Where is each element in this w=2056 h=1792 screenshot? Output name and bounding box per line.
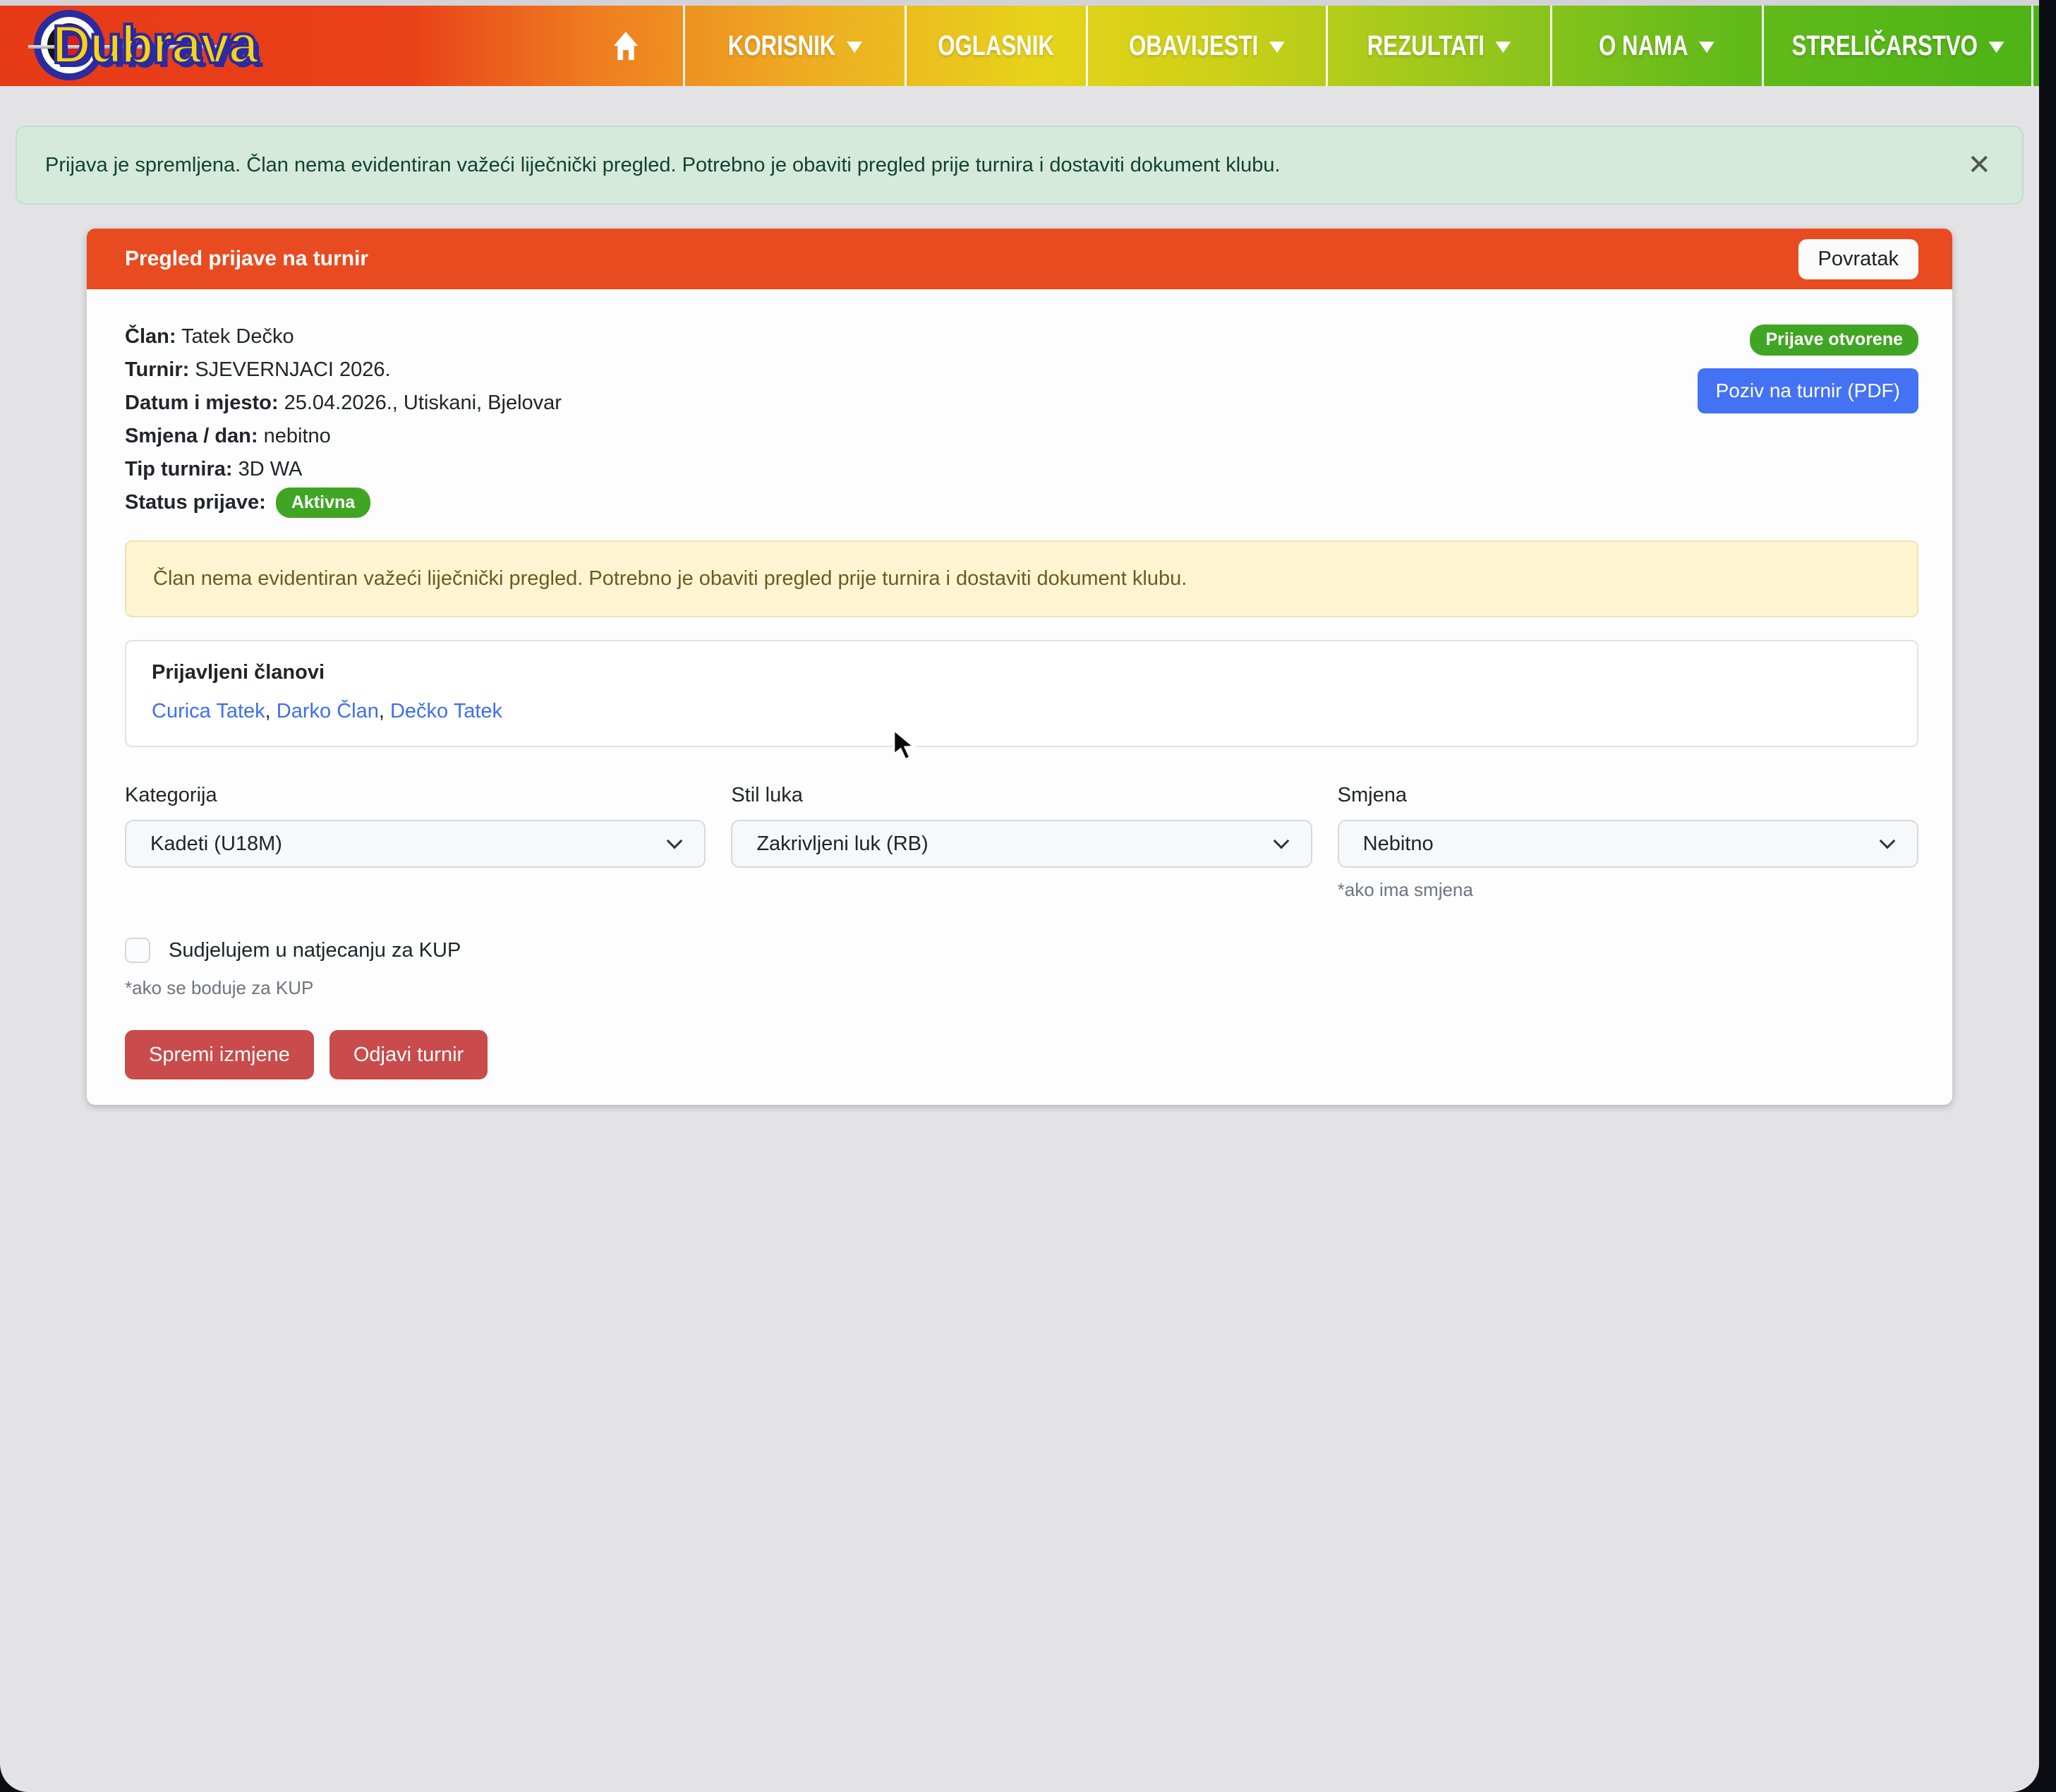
- chevron-down-icon: [1269, 42, 1285, 53]
- detail-type: Tip turnira: 3D WA: [125, 458, 303, 480]
- detail-status: Status prijave: Aktivna: [125, 486, 562, 519]
- alert-success: Prijava je spremljena. Član nema evident…: [16, 126, 2024, 205]
- registration-card: Pregled prijave na turnir Povratak Član:…: [87, 229, 1952, 1105]
- logo-area: Dubrava: [0, 6, 568, 86]
- tournament-pdf-button[interactable]: Poziv na turnir (PDF): [1697, 368, 1918, 413]
- home-icon: [613, 32, 638, 60]
- bow-style-label: Stil luka: [731, 784, 803, 806]
- card-body: Član: Tatek Dečko Turnir: SJEVERNJACI 20…: [87, 289, 1952, 1105]
- close-icon[interactable]: ✕: [1964, 151, 1994, 179]
- category-select[interactable]: Kadeti (U18M): [125, 820, 706, 868]
- member-link[interactable]: Curica Tatek: [152, 700, 265, 722]
- kup-checkbox[interactable]: [125, 938, 150, 963]
- chevron-down-icon: [1273, 833, 1289, 849]
- chevron-down-icon: [1699, 42, 1715, 53]
- card-header: Pregled prijave na turnir Povratak: [87, 229, 1952, 289]
- logo[interactable]: Dubrava: [11, 8, 260, 83]
- alert-text: Prijava je spremljena. Član nema evident…: [45, 153, 1281, 176]
- shift-hint: *ako ima smjena: [1337, 879, 1473, 900]
- chevron-down-icon: [1495, 42, 1511, 53]
- kup-checkbox-row[interactable]: Sudjelujem u natjecanju za KUP: [125, 938, 461, 963]
- nav-oglasnik[interactable]: OGLASNIK: [907, 6, 1088, 86]
- arrow-icon: [28, 41, 241, 52]
- chevron-down-icon: [1988, 42, 2004, 53]
- nav-o-nama[interactable]: O NAMA: [1552, 6, 1764, 86]
- registration-details: Član: Tatek Dečko Turnir: SJEVERNJACI 20…: [125, 320, 562, 519]
- page-title: Pregled prijave na turnir: [125, 247, 369, 270]
- bow-style-select[interactable]: Zakrivljeni luk (RB): [731, 820, 1312, 868]
- kup-hint: *ako se boduje za KUP: [125, 977, 314, 998]
- detail-member: Član: Tatek Dečko: [125, 325, 294, 348]
- unregister-button[interactable]: Odjavi turnir: [329, 1030, 488, 1079]
- nav-obavijesti[interactable]: OBAVIJESTI: [1088, 6, 1328, 86]
- shift-label: Smjena: [1337, 784, 1407, 806]
- chevron-down-icon: [1879, 833, 1896, 849]
- detail-tournament: Turnir: SJEVERNJACI 2026.: [125, 358, 391, 381]
- chevron-down-icon: [667, 833, 683, 849]
- chevron-down-icon: [846, 42, 862, 53]
- registered-members-title: Prijavljeni članovi: [152, 661, 325, 684]
- detail-shift-day: Smjena / dan: nebitno: [125, 425, 331, 447]
- member-link[interactable]: Dečko Tatek: [389, 700, 503, 722]
- main-nav: Dubrava KORISNIK OGLASNIK OBAVIJESTI REZ…: [0, 6, 2039, 86]
- status-badge: Aktivna: [275, 487, 371, 519]
- registered-members-list: Curica Tatek, Darko Član, Dečko Tatek: [152, 700, 503, 722]
- detail-date-place: Datum i mjesto: 25.04.2026., Utiskani, B…: [125, 392, 562, 414]
- kup-checkbox-label: Sudjelujem u natjecanju za KUP: [169, 938, 461, 962]
- shift-select[interactable]: Nebitno: [1337, 820, 1918, 868]
- medical-warning: Član nema evidentiran važeći liječnički …: [125, 540, 1918, 617]
- nav-rezultati[interactable]: REZULTATI: [1328, 6, 1552, 86]
- logo-text: Dubrava: [51, 13, 260, 76]
- registration-open-badge: Prijave otvorene: [1750, 325, 1918, 356]
- nav-home[interactable]: [568, 6, 685, 86]
- nav-strelicarstvo[interactable]: STRELIČARSTVO: [1764, 6, 2033, 86]
- member-link[interactable]: Darko Član: [276, 700, 379, 722]
- registration-form: Kategorija Kadeti (U18M) Stil luka Zakri…: [125, 784, 1918, 901]
- save-changes-button[interactable]: Spremi izmjene: [125, 1030, 314, 1079]
- registered-members-box: Prijavljeni članovi Curica Tatek, Darko …: [125, 640, 1918, 747]
- nav-korisnik[interactable]: KORISNIK: [685, 6, 907, 86]
- back-button[interactable]: Povratak: [1798, 238, 1918, 279]
- category-label: Kategorija: [125, 784, 217, 806]
- window-top-strip: [0, 0, 2039, 6]
